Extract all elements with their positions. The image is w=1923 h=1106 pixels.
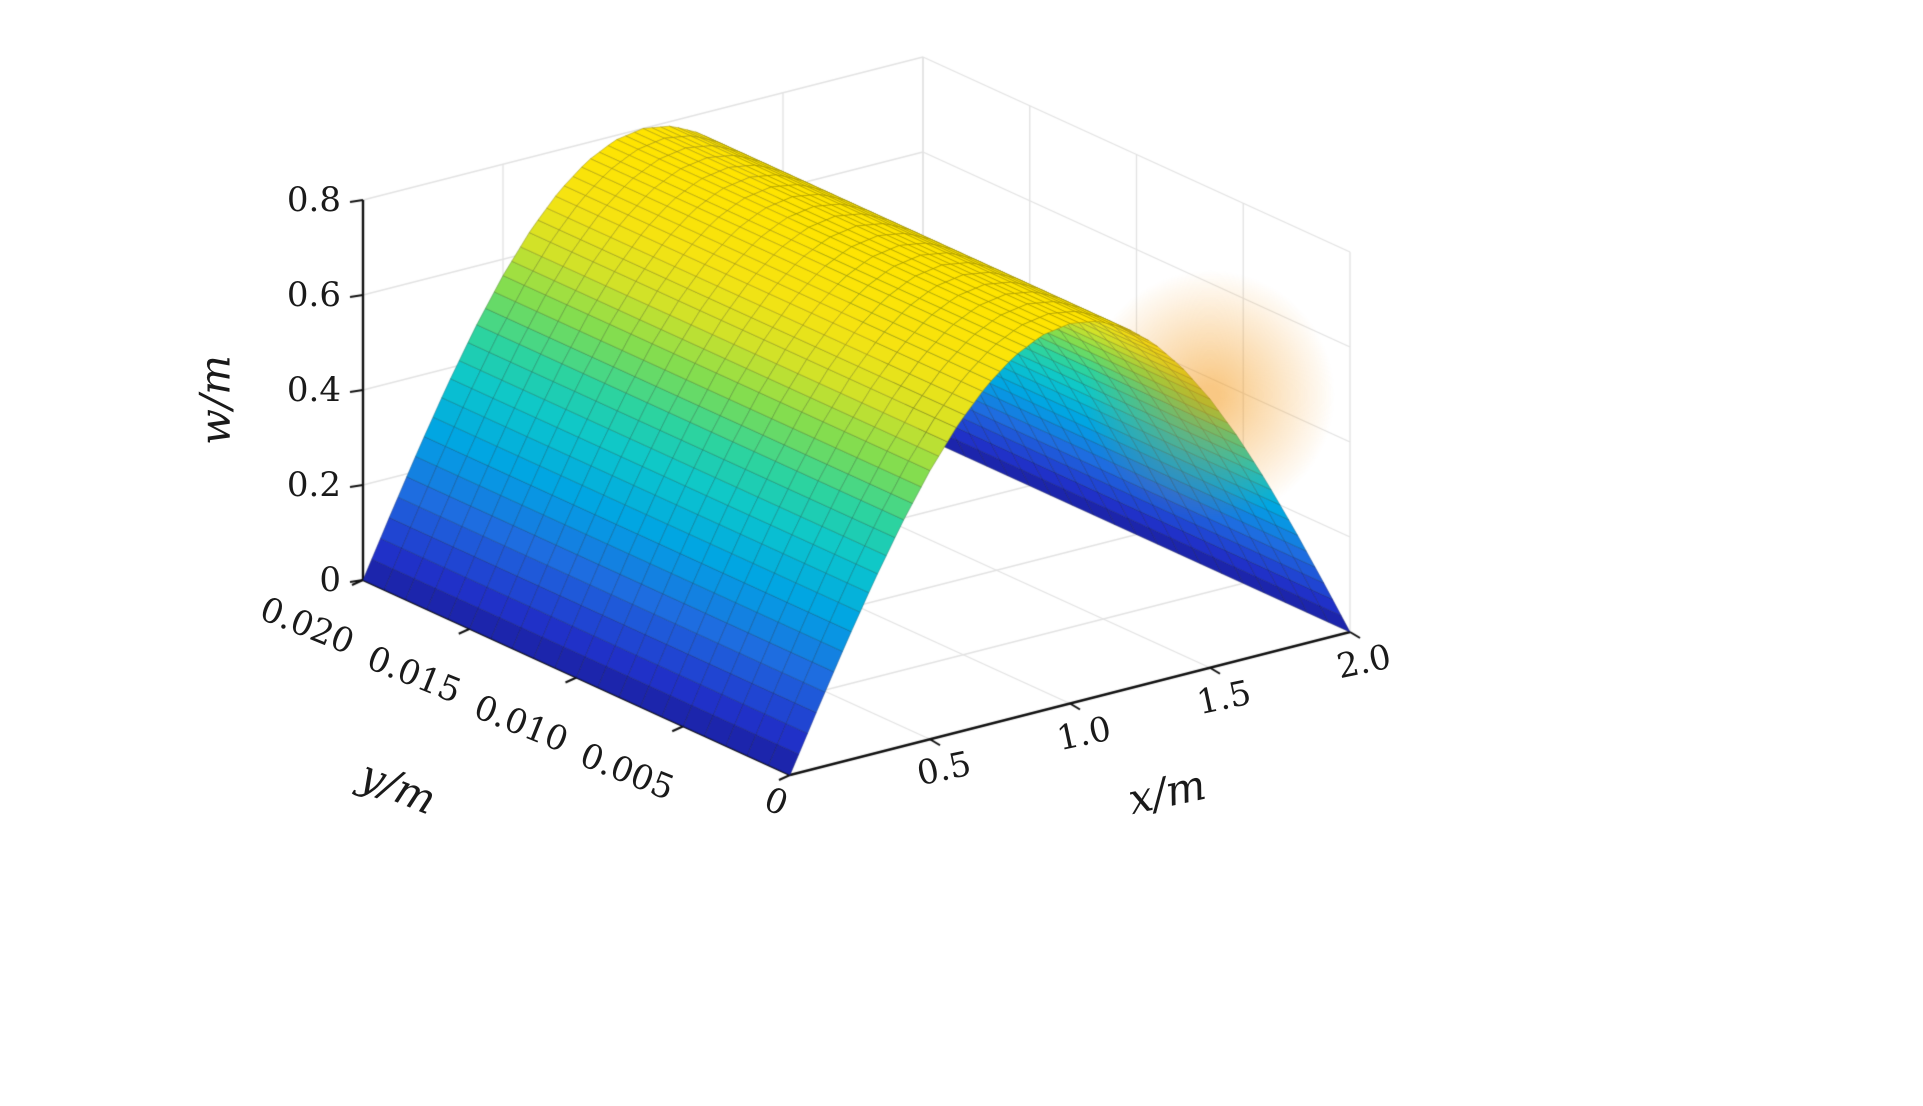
surface-plot-figure: x/m y/m w/m 0 0.2 0.4 0.6 0.8 0 0.005 0.010 0.01… <box>0 0 1923 1106</box>
surface-plot-canvas <box>0 0 1923 1106</box>
